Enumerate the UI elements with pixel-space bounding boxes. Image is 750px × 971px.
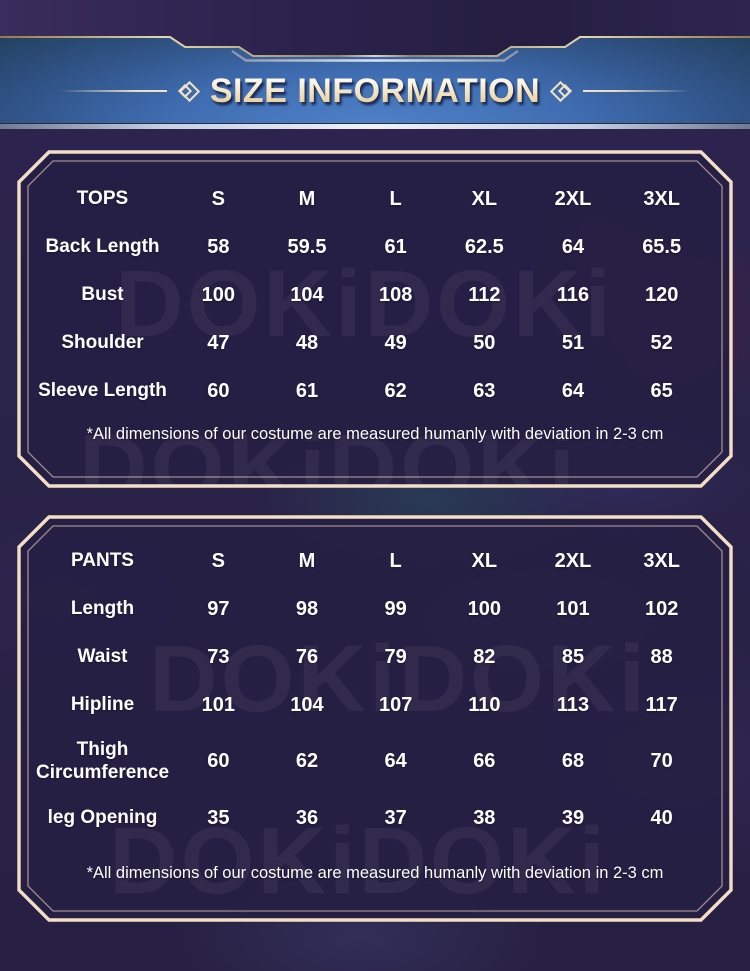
size-value: 99 bbox=[384, 597, 407, 620]
size-column-header: S bbox=[211, 187, 225, 210]
size-value: 64 bbox=[561, 379, 585, 402]
diamond-ornament-right-icon bbox=[550, 80, 573, 102]
size-value: 104 bbox=[290, 693, 324, 716]
size-value: 108 bbox=[378, 283, 413, 306]
size-column-header: XL bbox=[471, 187, 498, 210]
row-label: Hipline bbox=[70, 694, 135, 716]
size-value: 63 bbox=[473, 379, 496, 402]
size-value: 39 bbox=[561, 806, 585, 829]
size-value: 65.5 bbox=[642, 235, 682, 258]
size-column-header: XL bbox=[471, 549, 498, 572]
size-value: 104 bbox=[290, 283, 324, 306]
size-value: 65 bbox=[650, 379, 673, 402]
tops-size-table: TOPS S M L XL 2XL 3XL Back Length 58 59.5 61 62.5 64… bbox=[31, 175, 706, 415]
size-column-header: 2XL bbox=[554, 187, 592, 210]
row-label: Bust bbox=[81, 284, 124, 306]
size-value: 113 bbox=[556, 693, 590, 716]
title-line-right bbox=[583, 90, 692, 92]
size-value: 64 bbox=[384, 749, 407, 772]
size-value: 101 bbox=[201, 693, 236, 716]
diamond-ornament-left-icon bbox=[177, 80, 200, 102]
size-value: 60 bbox=[207, 749, 230, 772]
row-label: Thigh Circumference bbox=[35, 738, 170, 783]
row-label: Sleeve Length bbox=[38, 380, 167, 402]
size-value: 70 bbox=[650, 749, 673, 772]
size-value: 112 bbox=[468, 283, 501, 306]
size-value: 48 bbox=[295, 331, 319, 354]
pants-panel-frame bbox=[17, 515, 733, 922]
size-value: 36 bbox=[295, 806, 319, 829]
size-value: 101 bbox=[556, 597, 590, 620]
row-label: Waist bbox=[77, 646, 128, 668]
silver-step-line bbox=[231, 50, 519, 62]
pants-size-table: PANTS S M L XL 2XL 3XL Length 97 98 99 100 101 102 Wai… bbox=[31, 537, 706, 843]
size-column-header: L bbox=[389, 187, 402, 210]
size-value: 64 bbox=[561, 235, 585, 258]
size-value: 61 bbox=[384, 235, 407, 258]
size-column-header: 3XL bbox=[643, 187, 680, 210]
row-label: Length bbox=[70, 598, 135, 620]
size-value: 62 bbox=[295, 749, 319, 772]
row-label: leg Opening bbox=[47, 807, 158, 829]
size-value: 117 bbox=[645, 693, 678, 716]
size-value: 51 bbox=[561, 331, 585, 354]
size-value: 98 bbox=[295, 597, 319, 620]
size-value: 100 bbox=[201, 283, 236, 306]
size-value: 50 bbox=[473, 331, 496, 354]
size-value: 85 bbox=[561, 645, 585, 668]
size-value: 37 bbox=[384, 806, 407, 829]
size-value: 52 bbox=[650, 331, 673, 354]
size-value: 88 bbox=[650, 645, 673, 668]
size-value: 82 bbox=[473, 645, 496, 668]
size-value: 40 bbox=[650, 806, 673, 829]
size-value: 107 bbox=[378, 693, 413, 716]
page-title: SIZE INFORMATION bbox=[209, 71, 541, 110]
title-row: SIZE INFORMATION bbox=[0, 66, 750, 116]
size-value: 38 bbox=[473, 806, 496, 829]
size-value: 110 bbox=[468, 693, 501, 716]
size-column-header: 3XL bbox=[643, 549, 680, 572]
top-ornament-band bbox=[0, 0, 750, 62]
silver-divider bbox=[0, 123, 750, 129]
size-value: 76 bbox=[295, 645, 319, 668]
size-value: 49 bbox=[384, 331, 407, 354]
row-label: Shoulder bbox=[61, 332, 144, 354]
size-value: 97 bbox=[207, 597, 230, 620]
size-value: 62 bbox=[384, 379, 407, 402]
pants-measure-note: *All dimensions of our costume are measu… bbox=[86, 864, 664, 882]
size-value: 116 bbox=[556, 283, 590, 306]
tops-panel-frame bbox=[17, 150, 733, 488]
size-value: 102 bbox=[644, 597, 679, 620]
row-label: Back Length bbox=[45, 236, 160, 258]
size-column-header: L bbox=[389, 549, 402, 572]
size-value: 61 bbox=[295, 379, 319, 402]
size-value: 60 bbox=[207, 379, 230, 402]
top-navy-band bbox=[0, 0, 750, 56]
size-value: 58 bbox=[207, 235, 230, 258]
table-title-cell: TOPS bbox=[76, 188, 129, 210]
size-value: 79 bbox=[384, 645, 407, 668]
size-column-header: S bbox=[211, 549, 225, 572]
size-value: 59.5 bbox=[287, 235, 327, 258]
title-line-left bbox=[58, 90, 167, 92]
size-column-header: M bbox=[298, 549, 316, 572]
size-value: 120 bbox=[644, 283, 679, 306]
size-column-header: M bbox=[298, 187, 316, 210]
size-value: 62.5 bbox=[464, 235, 504, 258]
size-value: 100 bbox=[467, 597, 501, 620]
table-title-cell: PANTS bbox=[71, 550, 134, 572]
size-value: 35 bbox=[207, 806, 230, 829]
tops-measure-note: *All dimensions of our costume are measu… bbox=[86, 425, 664, 443]
size-value: 47 bbox=[207, 331, 230, 354]
size-value: 73 bbox=[207, 645, 230, 668]
size-value: 66 bbox=[473, 749, 496, 772]
size-value: 68 bbox=[561, 749, 585, 772]
gold-step-line bbox=[0, 36, 750, 57]
size-column-header: 2XL bbox=[554, 549, 592, 572]
